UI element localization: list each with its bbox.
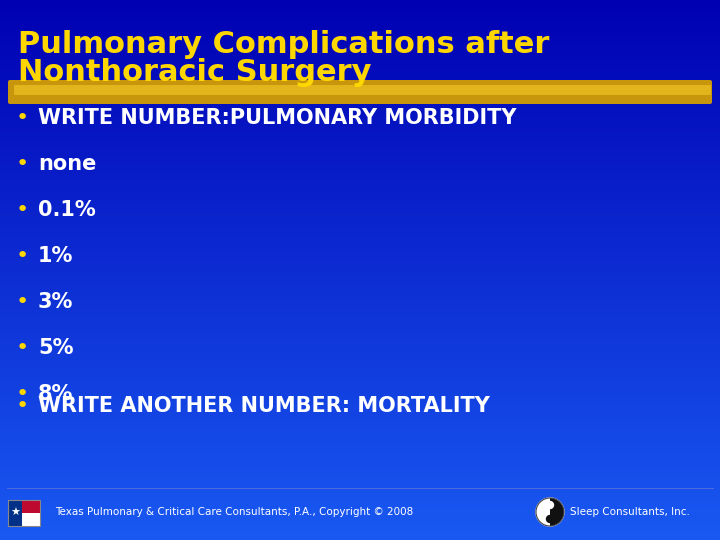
- Text: •: •: [15, 200, 29, 220]
- Text: 3%: 3%: [38, 292, 73, 312]
- FancyBboxPatch shape: [14, 85, 711, 95]
- Text: Texas Pulmonary & Critical Care Consultants, P.A., Copyright © 2008: Texas Pulmonary & Critical Care Consulta…: [55, 507, 413, 517]
- Circle shape: [546, 516, 554, 523]
- Text: 8%: 8%: [38, 384, 73, 404]
- Circle shape: [546, 502, 554, 509]
- Text: 1%: 1%: [38, 246, 73, 266]
- Text: Pulmonary Complications after: Pulmonary Complications after: [18, 30, 549, 59]
- Text: •: •: [15, 292, 29, 312]
- Text: 0.1%: 0.1%: [38, 200, 96, 220]
- Text: none: none: [38, 154, 96, 174]
- Circle shape: [536, 498, 564, 526]
- Bar: [22, 500, 40, 513]
- Bar: [8, 500, 40, 526]
- Text: WRITE ANOTHER NUMBER: MORTALITY: WRITE ANOTHER NUMBER: MORTALITY: [38, 396, 490, 416]
- Text: WRITE NUMBER:PULMONARY MORBIDITY: WRITE NUMBER:PULMONARY MORBIDITY: [38, 108, 516, 128]
- FancyBboxPatch shape: [8, 80, 712, 104]
- Text: Nonthoracic Surgery: Nonthoracic Surgery: [18, 58, 372, 87]
- Text: •: •: [15, 246, 29, 266]
- Text: •: •: [15, 396, 29, 416]
- Text: Sleep Consultants, Inc.: Sleep Consultants, Inc.: [570, 507, 690, 517]
- Text: •: •: [15, 338, 29, 358]
- Text: 5%: 5%: [38, 338, 73, 358]
- Text: •: •: [15, 108, 29, 128]
- Bar: [22, 513, 40, 526]
- Text: •: •: [15, 384, 29, 404]
- Text: •: •: [15, 154, 29, 174]
- Wedge shape: [550, 498, 564, 526]
- Bar: [8, 500, 22, 526]
- Text: ★: ★: [10, 508, 20, 518]
